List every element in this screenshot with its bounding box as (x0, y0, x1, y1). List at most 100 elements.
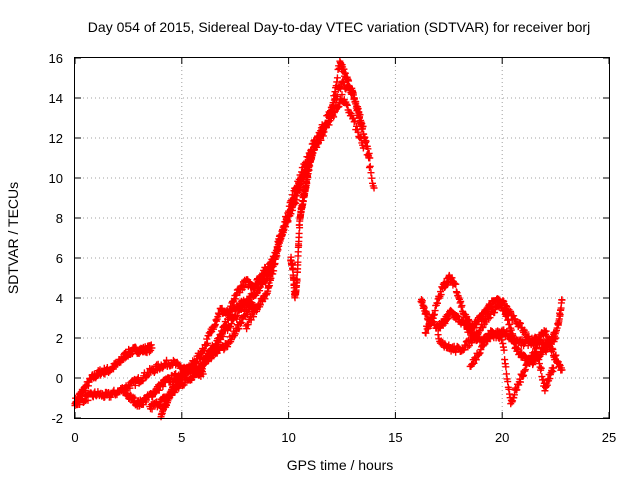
data-point (364, 145, 372, 153)
data-point (333, 74, 341, 82)
data-point (517, 319, 525, 327)
data-point (354, 128, 362, 136)
data-point (505, 306, 513, 314)
y-tick-label: 8 (56, 211, 63, 226)
data-point (343, 101, 351, 109)
data-point (76, 401, 84, 409)
data-points (71, 57, 566, 421)
data-point (338, 91, 346, 99)
data-point (536, 335, 544, 343)
data-point (340, 65, 348, 73)
chart-title: Day 054 of 2015, Sidereal Day-to-day VTE… (88, 19, 590, 35)
data-point (517, 378, 525, 386)
x-axis-label: GPS time / hours (287, 457, 394, 473)
data-series (287, 148, 316, 302)
data-point (368, 174, 376, 182)
data-point (270, 267, 278, 275)
data-point (286, 212, 294, 220)
x-tick-label: 0 (71, 430, 78, 445)
data-point (366, 162, 374, 170)
data-point (148, 405, 156, 413)
data-point (539, 376, 547, 384)
data-point (365, 163, 373, 171)
data-point (163, 356, 171, 364)
data-point (317, 136, 325, 144)
data-point (422, 329, 430, 337)
data-point (437, 291, 445, 299)
data-point (326, 114, 334, 122)
data-point (558, 296, 566, 304)
data-point (509, 330, 517, 338)
data-point (558, 366, 566, 374)
data-point (500, 346, 508, 354)
data-point (349, 89, 357, 97)
data-point (224, 343, 232, 351)
data-point (468, 360, 476, 368)
data-point (181, 371, 189, 379)
data-point (227, 320, 235, 328)
x-tick-label: 20 (495, 430, 509, 445)
data-point (198, 365, 206, 373)
data-point (256, 287, 264, 295)
data-point (243, 325, 251, 333)
data-point (359, 122, 367, 130)
data-point (507, 326, 515, 334)
data-point (537, 364, 545, 372)
data-series (118, 342, 229, 410)
data-point (296, 224, 304, 232)
data-point (221, 344, 229, 352)
data-series (434, 297, 566, 374)
data-point (225, 311, 233, 319)
data-point (80, 398, 88, 406)
data-point (525, 332, 533, 340)
data-point (266, 282, 274, 290)
data-point (532, 343, 540, 351)
data-point (359, 144, 367, 152)
axis-ticks: 0 5 10 15 20 25 -2 0 2 4 6 8 10 12 14 16 (49, 51, 617, 445)
data-point (366, 154, 374, 162)
data-point (229, 316, 237, 324)
data-point (472, 356, 480, 364)
data-point (350, 118, 358, 126)
data-point (335, 102, 343, 110)
data-point (131, 381, 139, 389)
data-point (203, 339, 211, 347)
data-point (500, 326, 508, 334)
data-point (486, 314, 494, 322)
data-point (497, 336, 505, 344)
data-point (261, 295, 269, 303)
data-point (498, 331, 506, 339)
data-point (522, 328, 530, 336)
data-point (329, 99, 337, 107)
data-point (434, 331, 442, 339)
data-point (352, 122, 360, 130)
data-point (549, 345, 557, 353)
data-point (168, 390, 176, 398)
data-point (497, 332, 505, 339)
data-point (204, 354, 212, 362)
y-tick-label: 14 (49, 91, 63, 106)
data-point (293, 277, 301, 285)
data-point (510, 312, 518, 320)
data-point (171, 385, 179, 393)
data-point (273, 252, 281, 260)
data-point (495, 303, 503, 311)
data-point (225, 339, 233, 347)
y-tick-label: 6 (56, 251, 63, 266)
data-point (441, 340, 449, 348)
y-tick-label: -2 (51, 411, 63, 426)
data-point (159, 382, 167, 390)
data-point (250, 313, 258, 321)
data-point (233, 312, 241, 320)
data-point (455, 344, 463, 352)
y-tick-label: 10 (49, 171, 63, 186)
data-point (262, 291, 270, 299)
data-point (205, 353, 212, 361)
plot-frame (74, 57, 610, 419)
data-point (490, 329, 498, 337)
data-point (471, 335, 479, 343)
data-point (549, 364, 557, 372)
data-point (240, 284, 248, 292)
data-point (356, 133, 364, 141)
data-point (470, 359, 478, 367)
